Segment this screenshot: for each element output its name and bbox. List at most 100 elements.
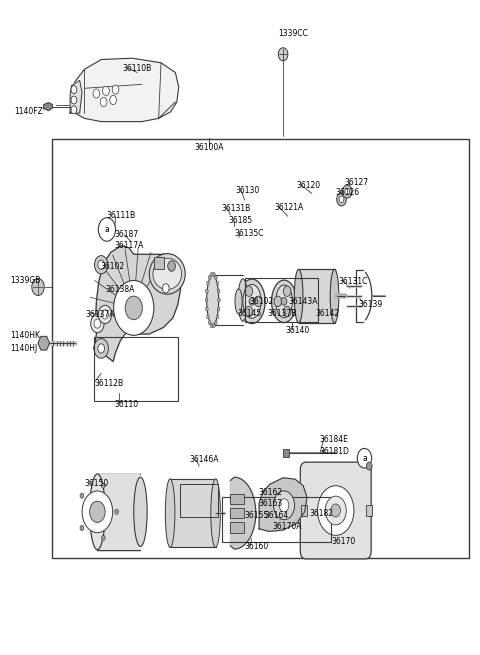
Circle shape — [342, 185, 352, 198]
Circle shape — [216, 281, 219, 285]
Bar — [366, 505, 372, 515]
Text: 36160: 36160 — [245, 542, 269, 551]
Text: 36163: 36163 — [258, 500, 282, 508]
Circle shape — [283, 286, 291, 297]
Text: 36102: 36102 — [100, 261, 124, 271]
Ellipse shape — [149, 253, 185, 294]
Circle shape — [210, 272, 213, 276]
Circle shape — [325, 496, 346, 525]
Circle shape — [345, 188, 349, 195]
Circle shape — [208, 321, 211, 325]
Bar — [180, 484, 218, 517]
Text: 1339GB: 1339GB — [10, 276, 41, 285]
Text: 36170A: 36170A — [273, 522, 302, 531]
Text: 36102: 36102 — [250, 297, 274, 306]
Circle shape — [32, 278, 44, 295]
Ellipse shape — [272, 280, 297, 323]
Circle shape — [95, 255, 108, 274]
Circle shape — [103, 86, 109, 96]
Ellipse shape — [238, 279, 248, 322]
Circle shape — [215, 276, 217, 280]
Ellipse shape — [211, 479, 220, 548]
Ellipse shape — [276, 285, 292, 318]
Polygon shape — [38, 337, 49, 350]
Text: 36187: 36187 — [115, 230, 139, 239]
Circle shape — [339, 196, 344, 202]
Circle shape — [168, 261, 175, 271]
Text: 36170: 36170 — [332, 537, 356, 546]
Polygon shape — [70, 58, 179, 122]
Text: 36126: 36126 — [336, 189, 360, 197]
Text: 36182: 36182 — [310, 510, 334, 518]
Circle shape — [98, 217, 116, 241]
Circle shape — [98, 305, 112, 324]
Circle shape — [101, 535, 105, 540]
Circle shape — [216, 315, 219, 319]
FancyBboxPatch shape — [300, 462, 371, 559]
Text: 36162: 36162 — [258, 488, 282, 496]
Bar — [230, 522, 244, 533]
Polygon shape — [70, 81, 82, 113]
Circle shape — [215, 321, 217, 325]
Text: 36130: 36130 — [235, 186, 260, 195]
Ellipse shape — [330, 269, 339, 323]
Circle shape — [82, 491, 113, 533]
Circle shape — [274, 491, 295, 519]
Circle shape — [205, 298, 208, 302]
Circle shape — [125, 296, 143, 320]
Circle shape — [205, 307, 208, 311]
Circle shape — [331, 504, 340, 517]
Circle shape — [210, 324, 213, 328]
Circle shape — [279, 498, 289, 512]
Text: 36143A: 36143A — [289, 297, 318, 306]
Text: 36184E: 36184E — [319, 436, 348, 445]
Text: 36137A: 36137A — [86, 310, 115, 319]
Circle shape — [336, 193, 346, 206]
Circle shape — [93, 89, 100, 98]
Ellipse shape — [239, 279, 265, 324]
Text: 36131B: 36131B — [222, 204, 251, 213]
Circle shape — [71, 96, 77, 104]
Text: 36181D: 36181D — [319, 447, 349, 456]
Bar — [170, 479, 216, 548]
Circle shape — [278, 48, 288, 61]
Text: 36135C: 36135C — [234, 229, 264, 238]
Ellipse shape — [243, 284, 261, 318]
Circle shape — [206, 281, 209, 285]
Ellipse shape — [235, 289, 242, 314]
Text: 36127: 36127 — [344, 178, 369, 187]
Text: 36137B: 36137B — [268, 309, 297, 318]
Text: 1140FZ: 1140FZ — [14, 107, 43, 117]
Circle shape — [217, 289, 220, 293]
Circle shape — [208, 276, 211, 280]
Circle shape — [274, 296, 282, 307]
Circle shape — [100, 98, 107, 107]
Circle shape — [245, 286, 252, 297]
Circle shape — [212, 272, 215, 276]
Circle shape — [110, 96, 117, 105]
Bar — [97, 474, 141, 550]
Text: 36131C: 36131C — [338, 277, 368, 286]
Circle shape — [217, 298, 220, 302]
Polygon shape — [259, 478, 307, 531]
Circle shape — [112, 85, 119, 94]
Circle shape — [318, 485, 354, 535]
Bar — [230, 493, 244, 504]
Circle shape — [217, 307, 220, 311]
Ellipse shape — [153, 258, 181, 290]
Circle shape — [71, 106, 77, 114]
Text: a: a — [362, 454, 367, 462]
Text: 36146A: 36146A — [190, 455, 219, 464]
Circle shape — [91, 314, 104, 333]
Circle shape — [71, 86, 77, 94]
Text: 36145: 36145 — [238, 309, 262, 318]
Text: 36185: 36185 — [228, 216, 252, 225]
Circle shape — [254, 296, 262, 307]
Circle shape — [94, 339, 108, 358]
Text: 36138A: 36138A — [105, 285, 134, 294]
Bar — [283, 449, 289, 457]
Circle shape — [90, 501, 105, 523]
Ellipse shape — [134, 477, 147, 546]
Polygon shape — [44, 103, 52, 111]
Circle shape — [206, 315, 209, 319]
